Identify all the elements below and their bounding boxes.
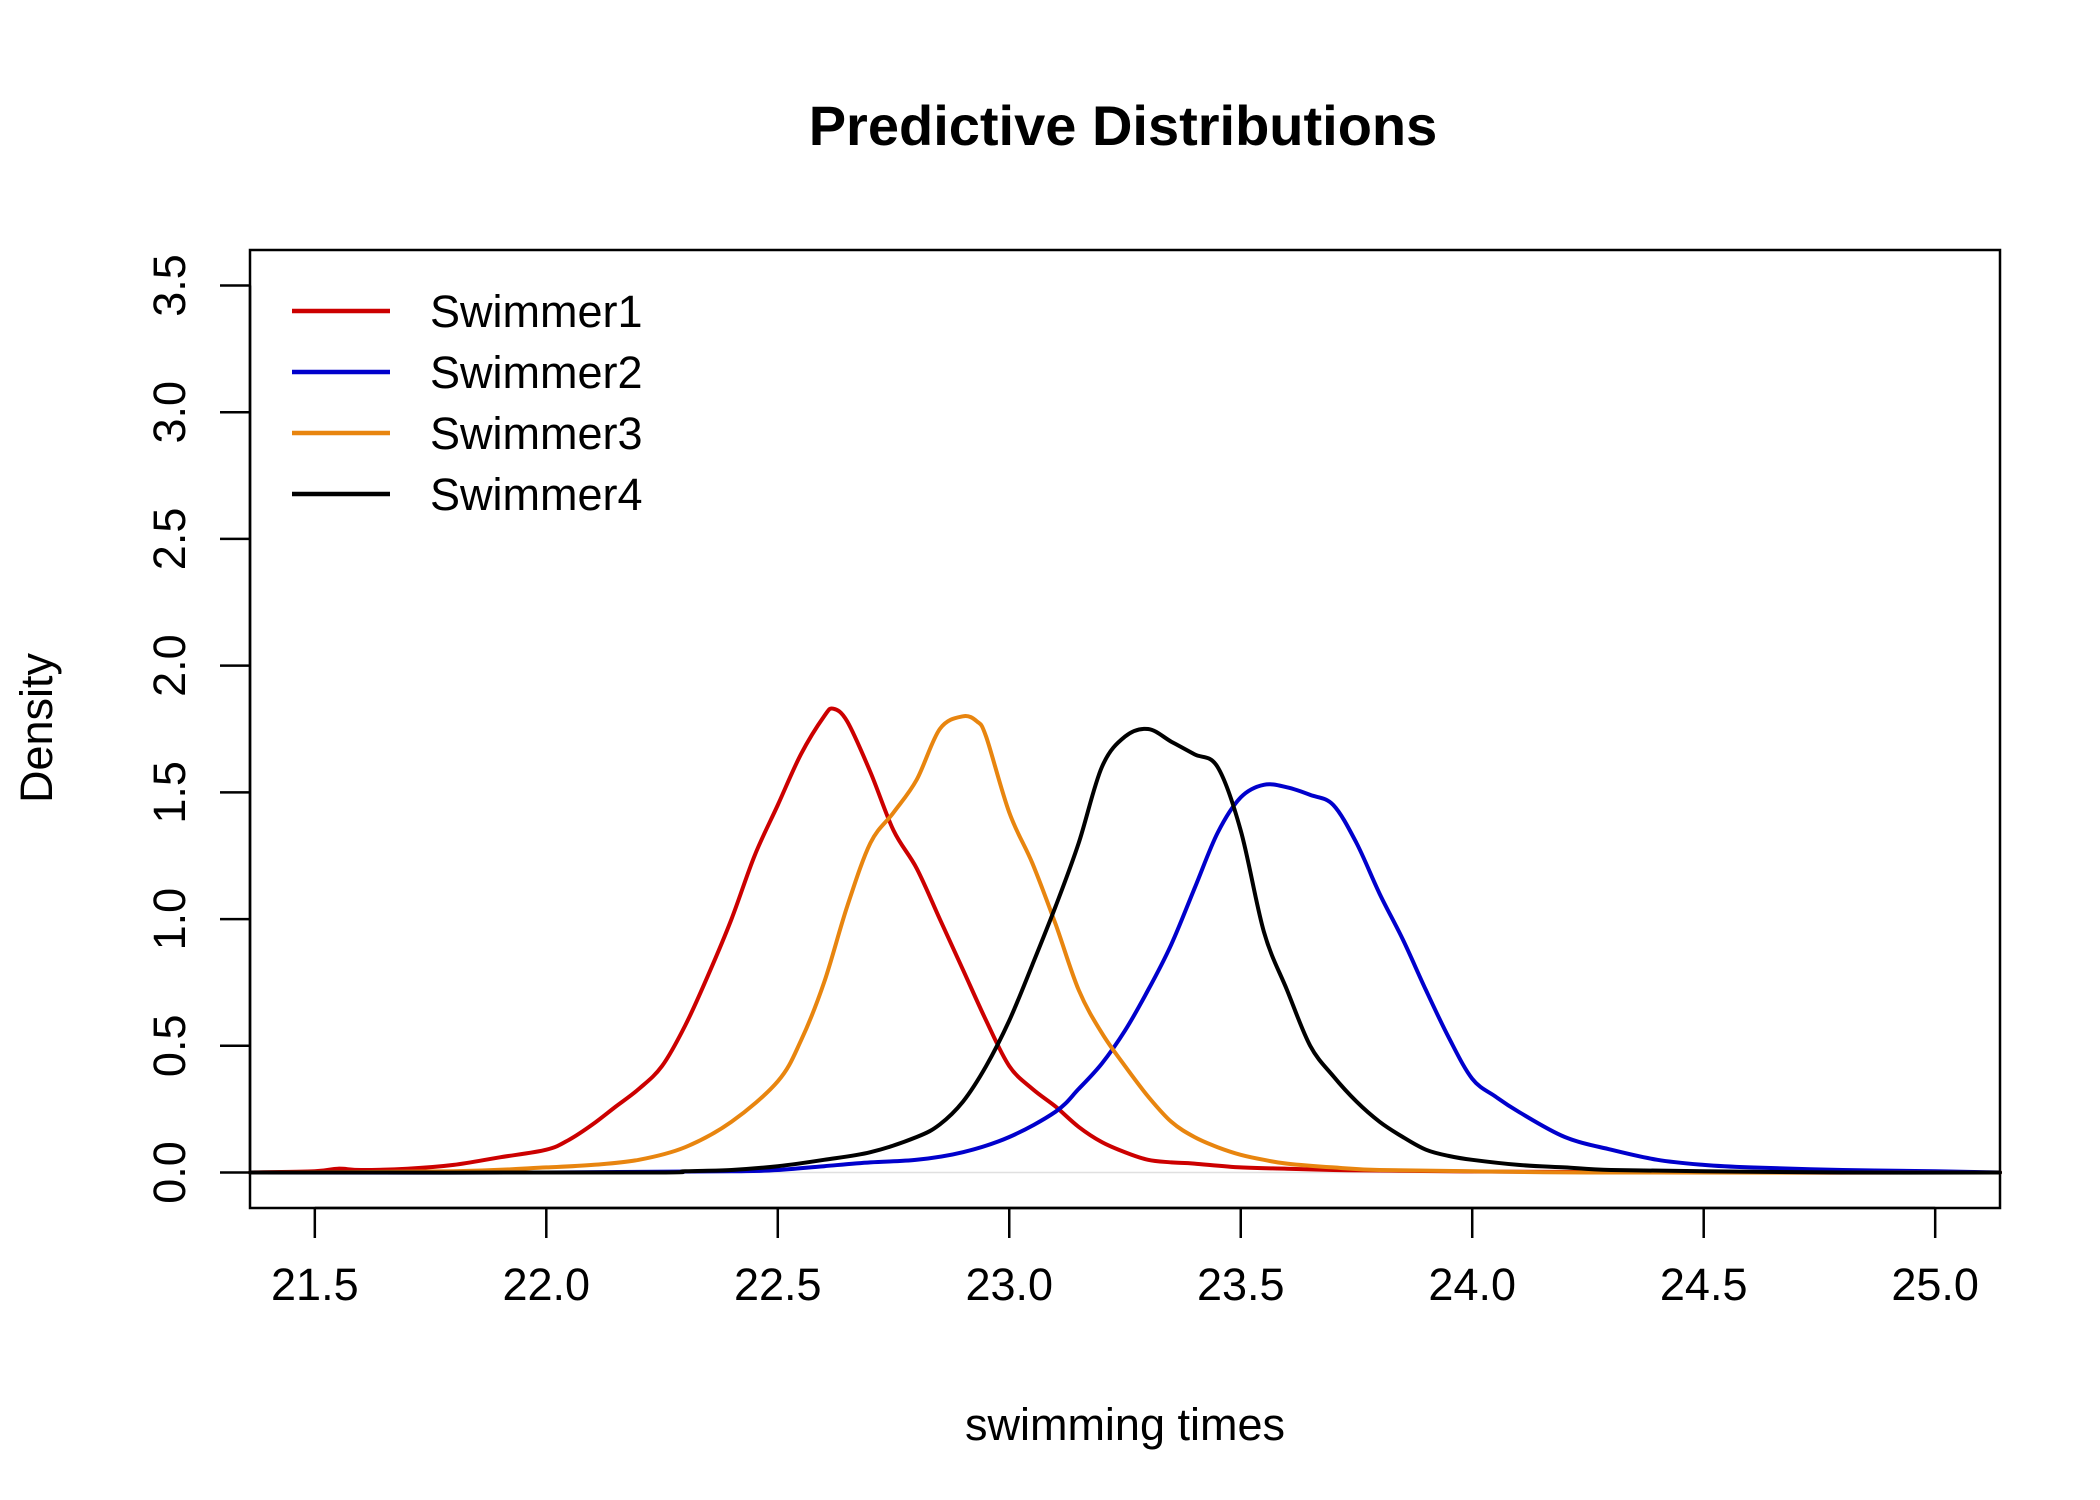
y-tick-label: 0.5 [144, 1015, 195, 1078]
legend-label-swimmer3: Swimmer3 [430, 408, 643, 459]
legend-label-swimmer1: Swimmer1 [430, 286, 643, 337]
x-tick-label: 22.5 [734, 1259, 822, 1310]
y-tick-label: 2.5 [144, 508, 195, 571]
y-axis: 0.0 0.5 1.0 1.5 2.0 2.5 3.0 3.5 [144, 254, 252, 1204]
y-tick-label: 1.5 [144, 761, 195, 824]
x-tick-label: 22.0 [502, 1259, 590, 1310]
x-axis: 21.5 22.0 22.5 23.0 23.5 24.0 24.5 25.0 [271, 1206, 1979, 1310]
series-line-swimmer2 [248, 782, 2002, 1175]
y-tick-label: 2.0 [144, 634, 195, 697]
x-tick-label: 23.5 [1197, 1259, 1285, 1310]
series-line-swimmer1 [248, 706, 2002, 1175]
legend-label-swimmer2: Swimmer2 [430, 347, 643, 398]
x-tick-label: 25.0 [1891, 1259, 1979, 1310]
series-line-swimmer3 [248, 714, 2002, 1175]
legend-label-swimmer4: Swimmer4 [430, 469, 643, 520]
series-layer [248, 706, 2002, 1175]
y-tick-label: 1.0 [144, 888, 195, 951]
series-line-swimmer4 [248, 726, 2002, 1175]
chart-title: Predictive Distributions [809, 94, 1438, 157]
y-tick-label: 3.0 [144, 381, 195, 444]
x-tick-label: 21.5 [271, 1259, 359, 1310]
x-axis-label: swimming times [965, 1399, 1285, 1450]
y-axis-label: Density [11, 652, 62, 803]
x-tick-label: 24.5 [1660, 1259, 1748, 1310]
y-tick-label: 0.0 [144, 1141, 195, 1204]
x-tick-label: 24.0 [1428, 1259, 1516, 1310]
y-tick-label: 3.5 [144, 254, 195, 317]
x-tick-label: 23.0 [965, 1259, 1053, 1310]
legend: Swimmer1 Swimmer2 Swimmer3 Swimmer4 [292, 286, 643, 520]
